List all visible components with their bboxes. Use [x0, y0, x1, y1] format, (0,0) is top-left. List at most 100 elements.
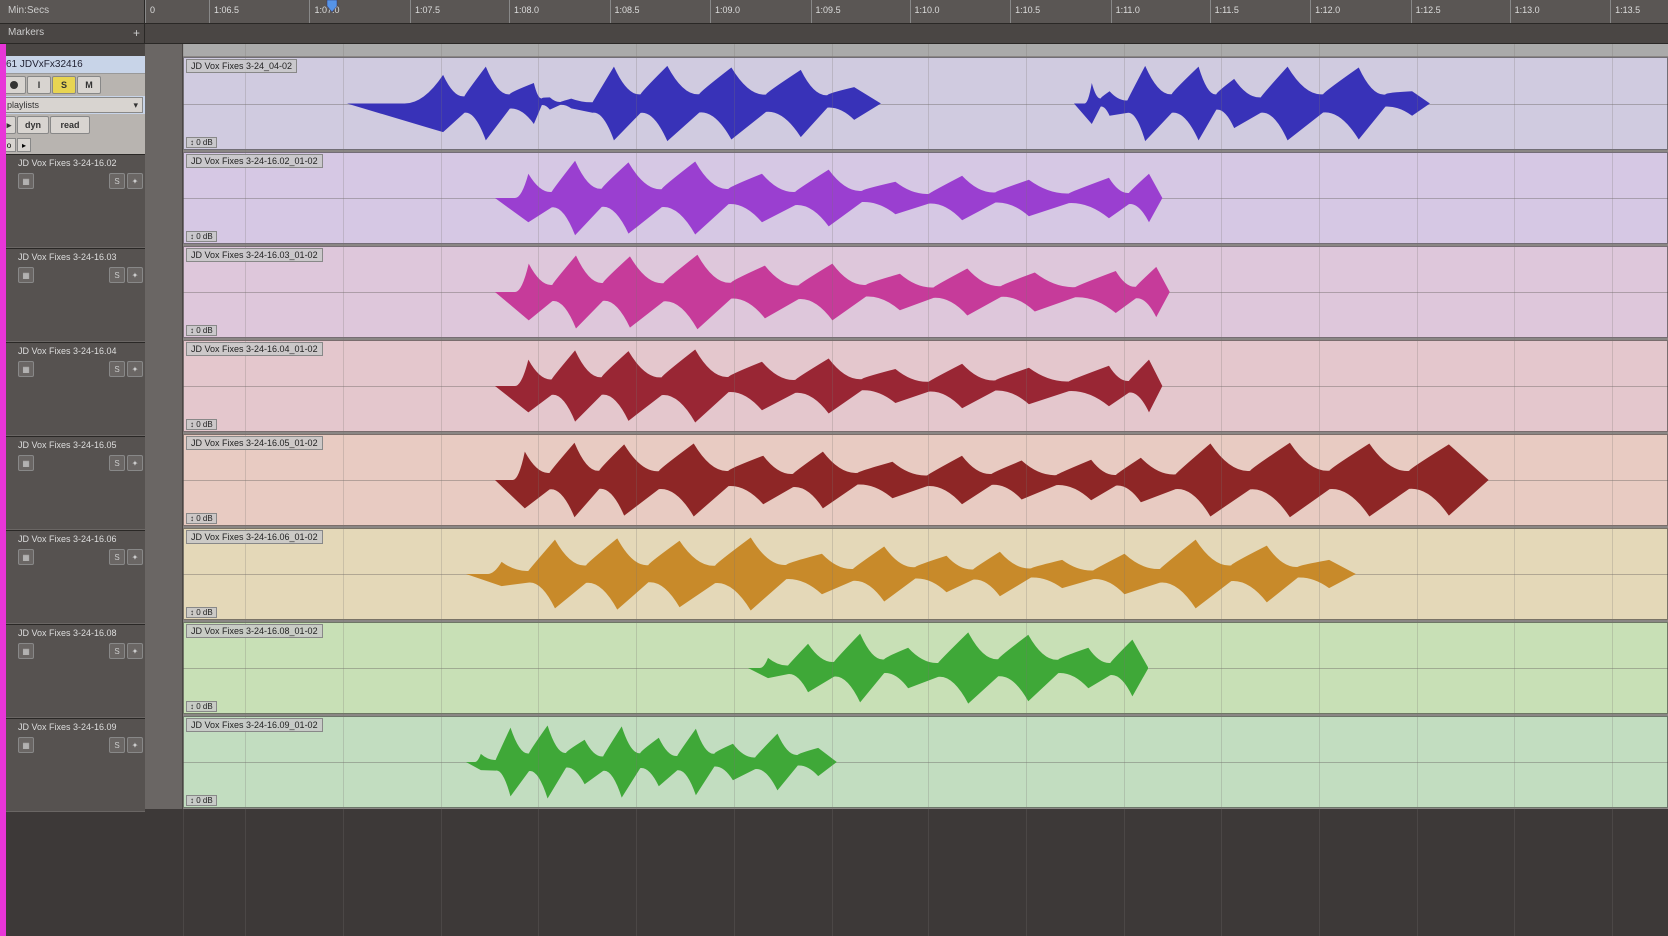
ruler-tick: 1:13.0 — [1510, 0, 1544, 23]
clip-gain-label: ↕ 0 dB — [186, 607, 217, 618]
track-view-button[interactable]: ▦ — [18, 173, 34, 189]
track-view-button[interactable]: ▦ — [18, 643, 34, 659]
track-name[interactable]: JD Vox Fixes 3-24-16.02 — [0, 155, 145, 171]
timeline-ruler[interactable]: Min:Secs 01:06.51:07.01:07.51:08.01:08.5… — [0, 0, 1668, 24]
ruler-tick: 1:12.5 — [1411, 0, 1445, 23]
waveform — [748, 623, 1148, 713]
track-view-button[interactable]: ▦ — [18, 549, 34, 565]
markers-area[interactable] — [145, 24, 1668, 43]
solo-button[interactable]: S — [109, 361, 125, 377]
track-name[interactable]: JD Vox Fixes 3-24-16.04 — [0, 343, 145, 359]
playhead-icon[interactable] — [325, 0, 339, 24]
solo-button[interactable]: S — [109, 643, 125, 659]
audio-clip[interactable]: JD Vox Fixes 3-24_04-02↕ 0 dB — [183, 57, 1668, 150]
track-name[interactable]: 61 JDVxFx32416 — [0, 56, 145, 74]
audio-clip[interactable]: JD Vox Fixes 3-24-16.04_01-02 ↕ 0 dB — [183, 340, 1668, 432]
solo-button[interactable]: S — [52, 76, 76, 94]
input-monitor-button[interactable]: I — [27, 76, 51, 94]
automation-mode-dropdown[interactable]: read — [50, 116, 90, 134]
clip-gain-label: ↕ 0 dB — [186, 231, 217, 242]
track-lane[interactable]: JD Vox Fixes 3-24-16.02_01-02 ↕ 0 dB — [183, 151, 1668, 245]
mute-button[interactable]: ✦ — [127, 361, 143, 377]
ruler-tick: 1:11.0 — [1111, 0, 1144, 23]
mute-button[interactable]: ✦ — [127, 737, 143, 753]
audio-clip[interactable]: JD Vox Fixes 3-24-16.03_01-02↕ 0 dB — [183, 246, 1668, 338]
audio-clip[interactable]: JD Vox Fixes 3-24-16.02_01-02 ↕ 0 dB — [183, 152, 1668, 244]
track-view-button[interactable]: ▦ — [18, 361, 34, 377]
track-lane[interactable]: JD Vox Fixes 3-24-16.05_01-02↕ 0 dB — [183, 433, 1668, 527]
track-header[interactable]: JD Vox Fixes 3-24-16.06 ▦ S✦ — [0, 530, 145, 624]
clip-gain-label: ↕ 0 dB — [186, 419, 217, 430]
track-header[interactable]: JD Vox Fixes 3-24-16.04 ▦ S✦ — [0, 342, 145, 436]
track-name[interactable]: JD Vox Fixes 3-24-16.06 — [0, 531, 145, 547]
ruler-tick: 1:10.5 — [1010, 0, 1044, 23]
clip-gain-label: ↕ 0 dB — [186, 795, 217, 806]
audio-clip[interactable]: JD Vox Fixes 3-24-16.09_01-02 ↕ 0 dB — [183, 716, 1668, 808]
markers-row: Markers + — [0, 24, 1668, 44]
track-lane[interactable]: JD Vox Fixes 3-24_04-02↕ 0 dB — [183, 56, 1668, 151]
ruler-tick: 1:06.5 — [209, 0, 243, 23]
waveform — [1074, 58, 1430, 149]
selected-track-header[interactable]: 61 JDVxFx32416 I S M playlists ▸ dyn rea… — [0, 56, 145, 154]
clip-name-label: JD Vox Fixes 3-24-16.02_01-02 — [186, 154, 323, 168]
ruler-tick: 1:11.5 — [1210, 0, 1243, 23]
ruler-tick: 1:09.5 — [811, 0, 845, 23]
ruler-tick: 1:10.0 — [910, 0, 944, 23]
audio-clip[interactable]: JD Vox Fixes 3-24-16.05_01-02↕ 0 dB — [183, 434, 1668, 526]
playlists-dropdown[interactable]: playlists — [2, 97, 143, 113]
clip-name-label: JD Vox Fixes 3-24-16.04_01-02 — [186, 342, 323, 356]
solo-button[interactable]: S — [109, 267, 125, 283]
waveform — [495, 153, 1162, 243]
markers-text: Markers — [8, 27, 44, 38]
clip-gain-label: ↕ 0 dB — [186, 325, 217, 336]
track-name[interactable]: JD Vox Fixes 3-24-16.05 — [0, 437, 145, 453]
waveform — [466, 529, 1356, 619]
track-view-button[interactable]: ▦ — [18, 267, 34, 283]
track-name[interactable]: JD Vox Fixes 3-24-16.09 — [0, 719, 145, 735]
clip-name-label: JD Vox Fixes 3-24_04-02 — [186, 59, 297, 73]
clip-gain-label: ↕ 0 dB — [186, 701, 217, 712]
ruler-tick: 1:07.5 — [410, 0, 444, 23]
waveform — [495, 247, 1170, 337]
track-header[interactable]: JD Vox Fixes 3-24-16.03 ▦ S✦ — [0, 248, 145, 342]
track-name[interactable]: JD Vox Fixes 3-24-16.03 — [0, 249, 145, 265]
mute-button[interactable]: ✦ — [127, 267, 143, 283]
solo-button[interactable]: S — [109, 455, 125, 471]
track-header[interactable]: JD Vox Fixes 3-24-16.09 ▦ S✦ — [0, 718, 145, 812]
mute-button[interactable]: ✦ — [127, 549, 143, 565]
clip-name-label: JD Vox Fixes 3-24-16.06_01-02 — [186, 530, 323, 544]
track-header[interactable]: JD Vox Fixes 3-24-16.08 ▦ S✦ — [0, 624, 145, 718]
sidebar-spacer — [0, 44, 145, 56]
clip-name-label: JD Vox Fixes 3-24-16.09_01-02 — [186, 718, 323, 732]
waveform — [495, 341, 1162, 431]
track-lane[interactable]: JD Vox Fixes 3-24-16.04_01-02 ↕ 0 dB — [183, 339, 1668, 433]
ruler-ticks[interactable]: 01:06.51:07.01:07.51:08.01:08.51:09.01:0… — [145, 0, 1668, 23]
markers-label: Markers + — [0, 24, 145, 43]
add-marker-button[interactable]: + — [133, 26, 140, 40]
solo-button[interactable]: S — [109, 737, 125, 753]
track-view-button[interactable]: ▦ — [18, 455, 34, 471]
track-lane[interactable]: JD Vox Fixes 3-24-16.06_01-02 ↕ 0 dB — [183, 527, 1668, 621]
dyn-button[interactable]: dyn — [17, 116, 49, 134]
audio-clip[interactable]: JD Vox Fixes 3-24-16.08_01-02 ↕ 0 dB — [183, 622, 1668, 714]
solo-button[interactable]: S — [109, 173, 125, 189]
mute-button[interactable]: ✦ — [127, 643, 143, 659]
track-view-button[interactable]: ▸ — [17, 138, 31, 152]
track-header[interactable]: JD Vox Fixes 3-24-16.05 ▦ S✦ — [0, 436, 145, 530]
track-view-button[interactable]: ▦ — [18, 737, 34, 753]
audio-clip[interactable]: JD Vox Fixes 3-24-16.06_01-02 ↕ 0 dB — [183, 528, 1668, 620]
clip-gain-label: ↕ 0 dB — [186, 513, 217, 524]
ruler-tick: 0 — [145, 0, 159, 23]
track-lane[interactable]: JD Vox Fixes 3-24-16.08_01-02 ↕ 0 dB — [183, 621, 1668, 715]
mute-button[interactable]: ✦ — [127, 173, 143, 189]
mute-button[interactable]: ✦ — [127, 455, 143, 471]
timeline-area[interactable]: JD Vox Fixes 3-24_04-02↕ 0 dBJD Vox Fixe… — [145, 44, 1668, 936]
solo-button[interactable]: S — [109, 549, 125, 565]
track-header[interactable]: JD Vox Fixes 3-24-16.02 ▦ S✦ — [0, 154, 145, 248]
track-lane[interactable]: JD Vox Fixes 3-24-16.03_01-02↕ 0 dB — [183, 245, 1668, 339]
ruler-tick: 1:13.5 — [1610, 0, 1644, 23]
track-name[interactable]: JD Vox Fixes 3-24-16.08 — [0, 625, 145, 641]
track-lane[interactable]: JD Vox Fixes 3-24-16.09_01-02 ↕ 0 dB — [183, 715, 1668, 809]
mute-button[interactable]: M — [77, 76, 101, 94]
clip-name-label: JD Vox Fixes 3-24-16.08_01-02 — [186, 624, 323, 638]
